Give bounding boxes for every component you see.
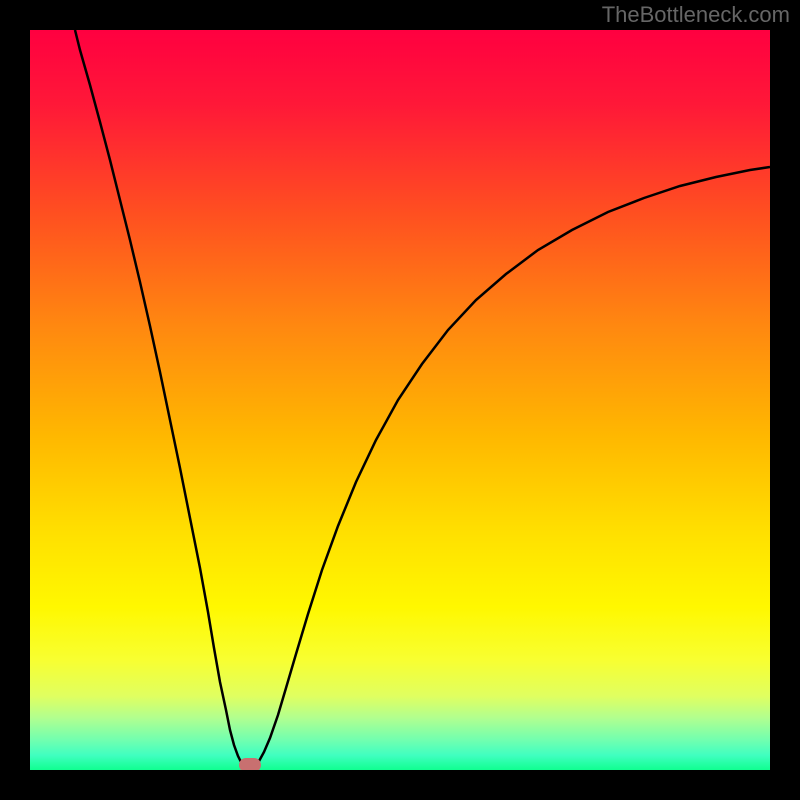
- curve-left-descent: [75, 30, 250, 770]
- watermark-text: TheBottleneck.com: [602, 2, 790, 28]
- curve-right-ascent: [250, 167, 770, 770]
- chart-area: [30, 30, 770, 770]
- bottleneck-marker: [239, 758, 261, 770]
- curve-overlay: [30, 30, 770, 770]
